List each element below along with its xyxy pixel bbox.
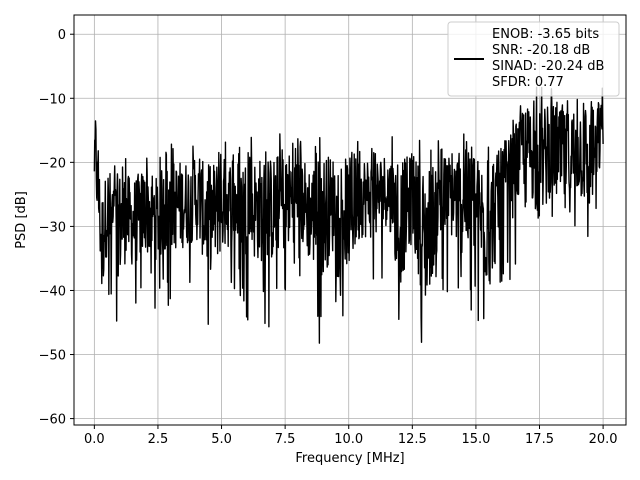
legend-sfdr: SFDR: 0.77 — [492, 75, 564, 90]
x-tick-label: 0.0 — [84, 432, 105, 447]
x-tick-label: 2.5 — [148, 432, 169, 447]
psd-line — [93, 86, 604, 344]
y-axis-label: PSD [dB] — [14, 191, 29, 249]
x-tick-label: 10.0 — [334, 432, 363, 447]
x-tick-label: 7.5 — [275, 432, 296, 447]
y-tick-label: −50 — [39, 349, 66, 364]
x-tick-label: 5.0 — [211, 432, 232, 447]
x-tick-label: 20.0 — [589, 432, 618, 447]
plot-frame — [73, 14, 627, 426]
x-axis-label: Frequency [MHz] — [295, 451, 404, 466]
x-axis-ticks: 0.0 2.5 5.0 7.5 10.0 12.5 15.0 17.5 20.0 — [84, 425, 618, 447]
legend-enob: ENOB: -3.65 bits — [492, 27, 599, 42]
y-tick-label: −20 — [39, 156, 66, 171]
y-tick-label: −60 — [39, 413, 66, 428]
x-tick-label: 15.0 — [461, 432, 490, 447]
y-tick-label: −10 — [39, 92, 66, 107]
y-tick-label: −30 — [39, 220, 66, 235]
legend-box — [447, 21, 620, 97]
y-tick-label: 0 — [58, 28, 66, 43]
y-tick-label: −40 — [39, 284, 66, 299]
psd-trace — [93, 86, 604, 344]
legend: ENOB: -3.65 bits SNR: -20.18 dB SINAD: -… — [447, 21, 620, 97]
legend-sinad: SINAD: -20.24 dB — [492, 59, 604, 74]
legend-snr: SNR: -20.18 dB — [492, 43, 590, 58]
y-axis-ticks: 0 −10 −20 −30 −40 −50 −60 — [39, 28, 74, 428]
x-tick-label: 17.5 — [525, 432, 554, 447]
x-tick-label: 12.5 — [398, 432, 427, 447]
